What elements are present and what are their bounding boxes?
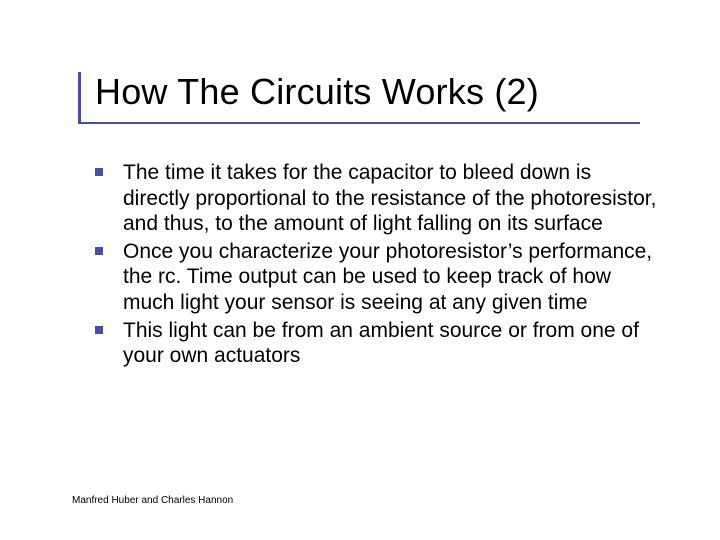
accent-line [80,122,640,124]
footer-text: Manfred Huber and Charles Hannon [72,495,233,506]
bullet-text: Once you characterize your photoresistor… [123,240,652,314]
bullet-square-icon [95,326,103,334]
bullet-square-icon [95,168,103,176]
accent-tick [78,72,81,124]
bullet-text: This light can be from an ambient source… [123,319,639,368]
slide: How The Circuits Works (2) The time it t… [0,0,720,540]
list-item: Once you characterize your photoresistor… [95,239,660,316]
slide-body: The time it takes for the capacitor to b… [95,160,660,371]
slide-title: How The Circuits Works (2) [95,72,680,112]
bullet-list: The time it takes for the capacitor to b… [95,160,660,369]
list-item: This light can be from an ambient source… [95,318,660,369]
title-wrap: How The Circuits Works (2) [95,72,680,112]
list-item: The time it takes for the capacitor to b… [95,160,660,237]
bullet-text: The time it takes for the capacitor to b… [123,161,656,235]
bullet-square-icon [95,247,103,255]
